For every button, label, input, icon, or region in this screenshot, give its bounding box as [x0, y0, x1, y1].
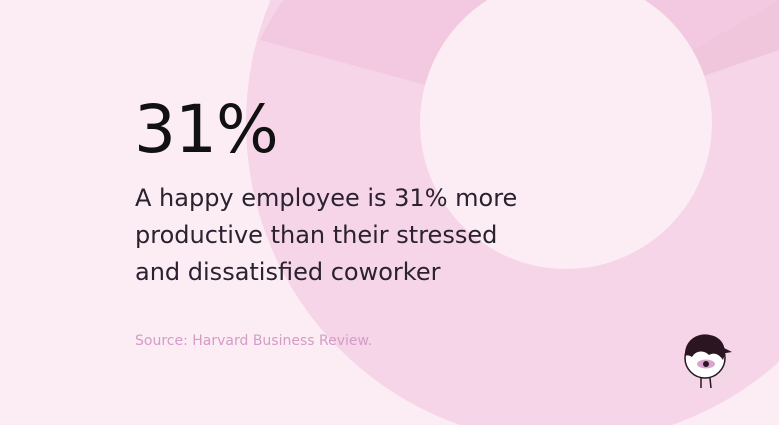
- stat-description: A happy employee is 31% more productive …: [135, 180, 555, 291]
- description-line: A happy employee is 31% more: [135, 184, 518, 212]
- donut-inner-circle: [420, 0, 712, 269]
- description-line: and dissatisfied coworker: [135, 258, 441, 286]
- mascot-avatar-icon: [684, 334, 733, 390]
- description-line: productive than their stressed: [135, 221, 498, 249]
- stat-value: 31%: [134, 91, 279, 168]
- source-citation: Source: Harvard Business Review.: [135, 333, 373, 349]
